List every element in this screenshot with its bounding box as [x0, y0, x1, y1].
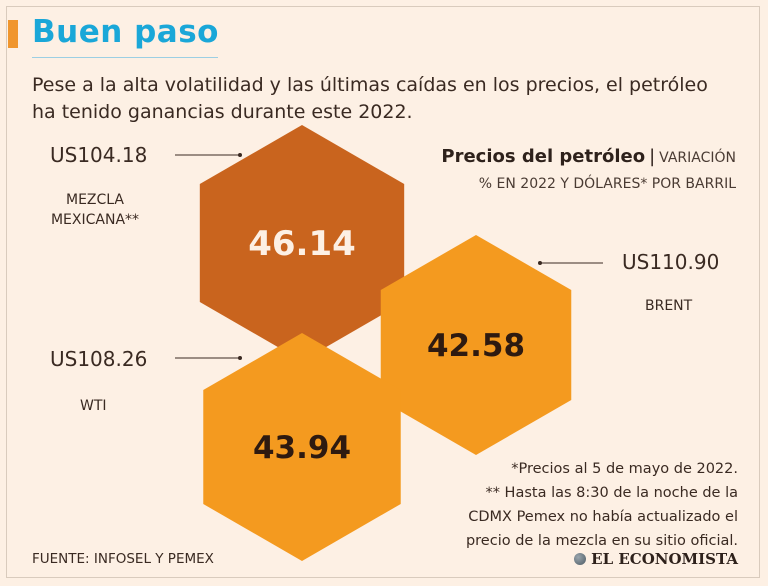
chart-title: Precios del petróleo — [441, 146, 646, 167]
footnote-line: precio de la mezcla en su sitio oficial. — [465, 533, 738, 549]
footnote-line: ** Hasta las 8:30 de la noche de la — [485, 485, 738, 501]
price-label-mezcla: US104.18 — [50, 143, 148, 167]
leader-dot-mezcla — [238, 153, 242, 157]
value-label-wti: 43.94 — [253, 430, 351, 466]
hexagon-brent — [380, 235, 572, 455]
chart-subtitle-line1: VARIACIÓN — [659, 150, 736, 166]
footnote-line: CDMX Pemex no había actualizado el — [468, 509, 738, 525]
name-label-wti: WTI — [80, 398, 107, 414]
headline-underline — [32, 57, 218, 58]
price-label-brent: US110.90 — [622, 250, 720, 274]
source-text: FUENTE: INFOSEL Y PEMEX — [32, 551, 214, 567]
name-label-brent: BRENT — [645, 298, 693, 314]
brand-name: EL ECONOMISTA — [591, 550, 738, 568]
name-label-mezcla-line2: MEXICANA** — [50, 212, 140, 228]
brand-logo: EL ECONOMISTA — [574, 550, 738, 568]
intro-text: Pese a la alta volatilidad y las últimas… — [32, 74, 708, 123]
headline-accent-bar — [8, 20, 18, 48]
infographic-frame — [6, 6, 760, 578]
headline: Buen paso — [32, 14, 219, 50]
chart-subtitle-line2: % EN 2022 Y DÓLARES* POR BARRIL — [478, 176, 736, 192]
hexagon-mezcla — [199, 125, 405, 361]
footnote-line: *Precios al 5 de mayo de 2022. — [511, 461, 738, 477]
price-label-wti: US108.26 — [50, 347, 148, 371]
footnotes: *Precios al 5 de mayo de 2022. ** Hasta … — [466, 457, 738, 553]
chart-title-block: Precios del petróleo | VARIACIÓN % EN 2022… — [441, 144, 736, 197]
hexagon-wti — [203, 333, 401, 561]
leader-dot-wti — [238, 356, 242, 360]
name-label-mezcla-line1: MEZCLA — [66, 192, 124, 208]
brand-mark-icon — [574, 553, 587, 565]
title-separator: | — [649, 146, 656, 167]
value-label-mezcla: 46.14 — [248, 224, 356, 264]
name-label-mezcla: MEZCLA MEXICANA** — [45, 190, 145, 230]
value-label-brent: 42.58 — [427, 328, 525, 364]
leader-dot-brent — [538, 261, 542, 265]
